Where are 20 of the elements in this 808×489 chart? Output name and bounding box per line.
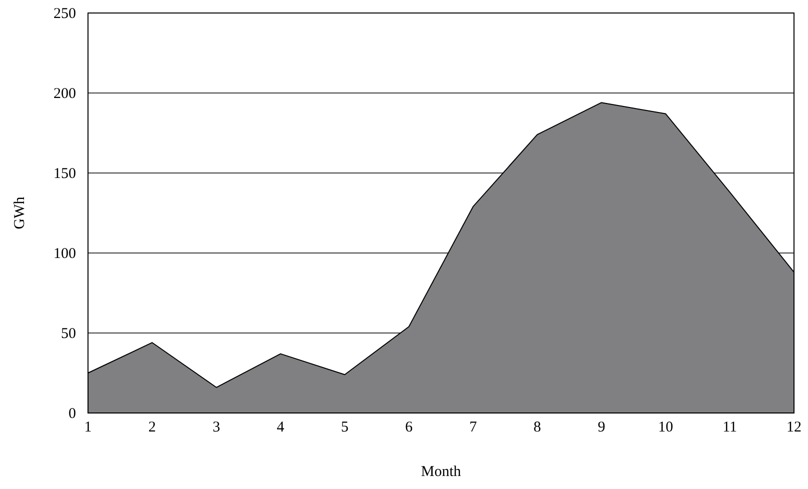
- x-tick-label: 10: [658, 420, 674, 436]
- x-tick-label: 1: [84, 420, 92, 436]
- x-tick-label: 6: [405, 420, 414, 436]
- y-tick-label: 200: [54, 86, 76, 102]
- y-axis-title: GWh: [12, 196, 28, 230]
- y-tick-label: 250: [54, 6, 76, 22]
- y-tick-label: 50: [61, 326, 76, 342]
- x-tick-label: 11: [722, 420, 738, 436]
- x-tick-label: 2: [148, 420, 156, 436]
- x-tick-label: 8: [534, 420, 542, 436]
- x-axis-title: Month: [420, 464, 462, 480]
- x-tick-label: 7: [469, 420, 478, 436]
- x-tick-label: 5: [340, 420, 348, 436]
- x-tick-label: 3: [212, 420, 220, 436]
- y-tick-label: 150: [54, 166, 76, 182]
- x-tick-label: 4: [276, 420, 285, 436]
- x-tick-label: 9: [598, 420, 606, 436]
- y-tick-label: 100: [54, 246, 76, 262]
- y-tick-label: 0: [68, 406, 76, 422]
- x-tick-label: 12: [786, 420, 802, 436]
